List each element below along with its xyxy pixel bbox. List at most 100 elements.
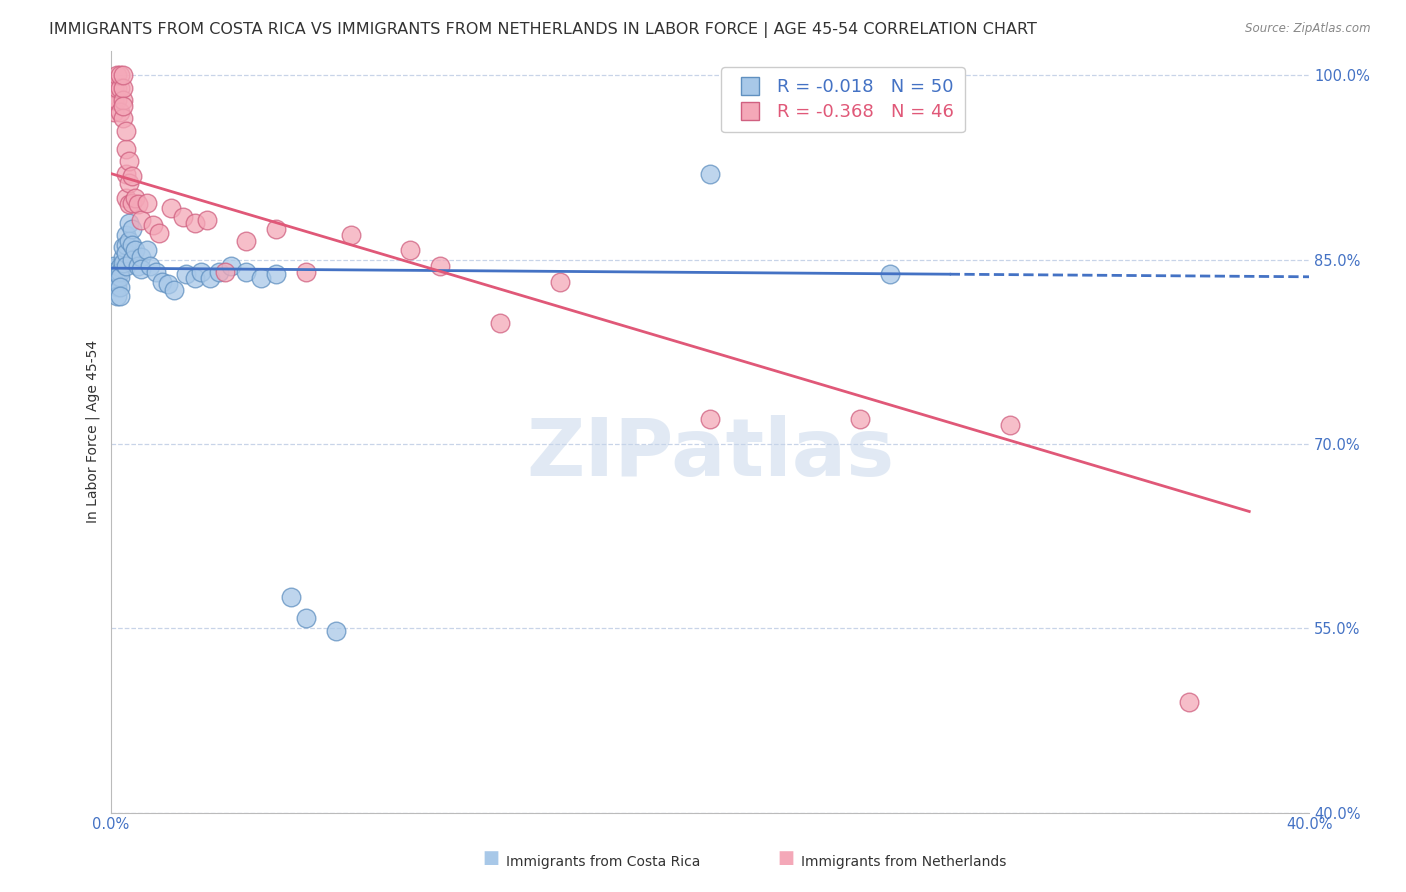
Point: [103, 105, 125, 120]
Point: [121, 196, 143, 211]
Point: [118, 197, 141, 211]
Point: [111, 240, 134, 254]
Point: [115, 237, 138, 252]
Point: [127, 197, 149, 211]
Point: [111, 99, 134, 113]
Point: [108, 269, 131, 284]
Point: [129, 213, 152, 227]
Point: [184, 216, 207, 230]
Point: [118, 216, 141, 230]
Point: [163, 283, 186, 297]
Point: [142, 218, 165, 232]
Point: [156, 277, 179, 292]
Point: [135, 243, 157, 257]
Point: [108, 279, 131, 293]
Point: [184, 271, 207, 285]
Point: [105, 275, 128, 289]
Point: [105, 80, 128, 95]
Point: [115, 246, 138, 260]
Text: ■: ■: [778, 849, 794, 867]
Point: [998, 418, 1021, 433]
Point: [1178, 695, 1201, 709]
Point: [325, 624, 347, 638]
Point: [118, 234, 141, 248]
Point: [548, 275, 571, 289]
Point: [294, 265, 316, 279]
Point: [111, 250, 134, 264]
Point: [399, 243, 422, 257]
Point: [699, 412, 721, 426]
Text: Immigrants from Netherlands: Immigrants from Netherlands: [801, 855, 1007, 869]
Point: [198, 271, 221, 285]
Point: [103, 265, 125, 279]
Point: [121, 252, 143, 267]
Point: [124, 191, 146, 205]
Point: [111, 256, 134, 270]
Point: [264, 268, 287, 282]
Point: [115, 227, 138, 242]
Point: [235, 234, 257, 248]
Point: [135, 196, 157, 211]
Point: [172, 210, 194, 224]
Point: [249, 271, 271, 285]
Point: [121, 222, 143, 236]
Point: [105, 93, 128, 107]
Point: [849, 412, 872, 426]
Point: [118, 177, 141, 191]
Point: [219, 259, 242, 273]
Point: [111, 80, 134, 95]
Point: [105, 269, 128, 284]
Point: [280, 591, 302, 605]
Point: [111, 68, 134, 82]
Point: [294, 611, 316, 625]
Point: [108, 80, 131, 95]
Point: [105, 68, 128, 82]
Point: [129, 262, 152, 277]
Point: [159, 201, 181, 215]
Point: [339, 227, 361, 242]
Point: [879, 268, 901, 282]
Point: [139, 259, 162, 273]
Point: [103, 271, 125, 285]
Point: [124, 243, 146, 257]
Point: [150, 275, 173, 289]
Text: Immigrants from Costa Rica: Immigrants from Costa Rica: [506, 855, 700, 869]
Text: ZIPatlas: ZIPatlas: [526, 416, 894, 493]
Point: [129, 250, 152, 264]
Point: [115, 123, 138, 137]
Point: [105, 289, 128, 303]
Point: [108, 289, 131, 303]
Point: [174, 268, 197, 282]
Point: [214, 265, 236, 279]
Point: [103, 259, 125, 273]
Point: [103, 93, 125, 107]
Y-axis label: In Labor Force | Age 45-54: In Labor Force | Age 45-54: [86, 340, 100, 524]
Legend: R = -0.018   N = 50, R = -0.368   N = 46: R = -0.018 N = 50, R = -0.368 N = 46: [721, 67, 965, 132]
Point: [190, 265, 212, 279]
Point: [115, 167, 138, 181]
Point: [429, 259, 451, 273]
Text: ■: ■: [482, 849, 499, 867]
Text: Source: ZipAtlas.com: Source: ZipAtlas.com: [1246, 22, 1371, 36]
Point: [108, 260, 131, 274]
Point: [121, 169, 143, 183]
Point: [118, 154, 141, 169]
Point: [489, 317, 512, 331]
Point: [195, 213, 218, 227]
Point: [103, 80, 125, 95]
Point: [264, 222, 287, 236]
Point: [148, 226, 170, 240]
Point: [103, 261, 125, 276]
Point: [145, 265, 167, 279]
Point: [108, 68, 131, 82]
Point: [121, 237, 143, 252]
Point: [105, 265, 128, 279]
Text: IMMIGRANTS FROM COSTA RICA VS IMMIGRANTS FROM NETHERLANDS IN LABOR FORCE | AGE 4: IMMIGRANTS FROM COSTA RICA VS IMMIGRANTS…: [49, 22, 1038, 38]
Point: [115, 142, 138, 156]
Point: [127, 259, 149, 273]
Point: [108, 265, 131, 279]
Point: [105, 279, 128, 293]
Point: [115, 259, 138, 273]
Point: [699, 167, 721, 181]
Point: [108, 105, 131, 120]
